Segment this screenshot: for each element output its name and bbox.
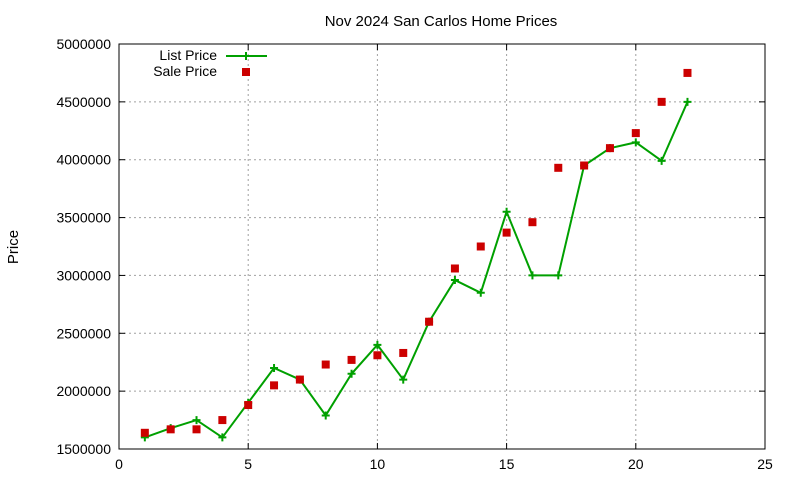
- sale-price-point: [605, 144, 614, 153]
- list-price-point: [399, 375, 408, 384]
- list-price-point: [683, 97, 692, 106]
- y-tick-label: 5000000: [56, 36, 111, 52]
- list-price-point: [347, 369, 356, 378]
- x-tick-label: 5: [244, 456, 252, 472]
- sale-price-point: [528, 218, 537, 227]
- legend-label-sale-price: Sale Price: [153, 63, 217, 79]
- sale-price-point: [683, 68, 692, 77]
- x-tick-label: 10: [370, 456, 386, 472]
- sale-price-point: [476, 242, 485, 251]
- list-price-point: [528, 271, 537, 280]
- legend-marker-sale-price: [242, 68, 250, 76]
- sale-price-point: [140, 428, 149, 437]
- sale-price-point: [244, 401, 253, 410]
- y-tick-label: 4000000: [56, 152, 111, 168]
- sale-price-point: [580, 161, 589, 170]
- sale-price-point: [321, 360, 330, 369]
- y-tick-label: 4500000: [56, 94, 111, 110]
- x-tick-label: 15: [499, 456, 515, 472]
- y-axis-label: Price: [5, 230, 22, 264]
- y-tick-label: 2500000: [56, 325, 111, 341]
- y-tick-label: 3000000: [56, 267, 111, 283]
- sale-price-point: [502, 228, 511, 237]
- list-price-point: [476, 288, 485, 297]
- sale-price-point: [347, 355, 356, 364]
- list-price-point: [192, 416, 201, 425]
- legend-marker-list-price: [242, 52, 250, 60]
- y-tick-label: 3500000: [56, 210, 111, 226]
- sale-price-point: [425, 317, 434, 326]
- x-tick-label: 20: [628, 456, 644, 472]
- list-price-line: [144, 101, 689, 439]
- y-tick-label: 2000000: [56, 383, 111, 399]
- sale-price-point: [657, 97, 666, 106]
- list-price-point: [218, 433, 227, 442]
- series: [140, 68, 692, 442]
- y-tick-label: 1500000: [56, 441, 111, 457]
- sale-price-point: [218, 416, 227, 425]
- chart-title: Nov 2024 San Carlos Home Prices: [325, 13, 558, 30]
- x-tick-label: 25: [757, 456, 773, 472]
- sale-price-point: [631, 129, 640, 138]
- sale-price-point: [399, 348, 408, 357]
- list-price-point: [321, 411, 330, 420]
- list-price-point: [373, 340, 382, 349]
- axis-ticks: 0 5 10 15 20 25 1500000 2000000 2500000 3000000 35…: [56, 36, 773, 472]
- sale-price-point: [373, 351, 382, 360]
- list-price-point: [554, 271, 563, 280]
- sale-price-point: [270, 381, 279, 390]
- list-price-point: [631, 138, 640, 147]
- legend-label-list-price: List Price: [159, 47, 217, 63]
- list-price-point: [450, 276, 459, 285]
- list-price-point: [502, 207, 511, 216]
- plot-frame: [118, 43, 766, 450]
- list-price-point: [657, 156, 666, 165]
- sale-price-point: [192, 425, 201, 434]
- list-price-point: [270, 364, 279, 372]
- sale-price-point: [450, 264, 459, 273]
- sale-price-point: [166, 425, 175, 434]
- x-tick-label: 0: [115, 456, 123, 472]
- sale-price-point: [554, 163, 563, 172]
- sale-price-point: [295, 375, 304, 384]
- grid: [119, 44, 765, 449]
